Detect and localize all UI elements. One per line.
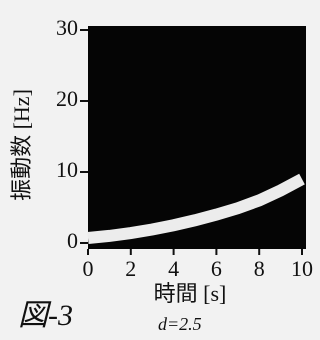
chart: 時間 [s] 振動数 [Hz] 図-3 d=2.5 0 10 20 30 0 2 4 6 8 10 [0, 0, 320, 340]
page: 時間 [s] 振動数 [Hz] 図-3 d=2.5 0 10 20 30 0 2 4 6 8 10… [0, 0, 320, 340]
x-tick-label: 0 [83, 256, 94, 281]
x-tick-label: 4 [168, 256, 179, 281]
parameter-note: d=2.5 [158, 314, 202, 334]
y-axis-label: 振動数 [Hz] [9, 89, 34, 201]
x-tick-label: 8 [254, 256, 265, 281]
x-tick-label: 6 [211, 256, 222, 281]
figure-number: 図-3 [18, 299, 73, 332]
x-tick-label: 2 [125, 256, 136, 281]
y-tick-label: 10 [56, 157, 78, 182]
y-tick-label: 0 [67, 228, 78, 253]
x-axis-label: 時間 [s] [154, 281, 227, 306]
y-tick-label: 30 [56, 15, 78, 40]
x-tick-label: 10 [291, 256, 313, 281]
y-tick-label: 20 [56, 86, 78, 111]
